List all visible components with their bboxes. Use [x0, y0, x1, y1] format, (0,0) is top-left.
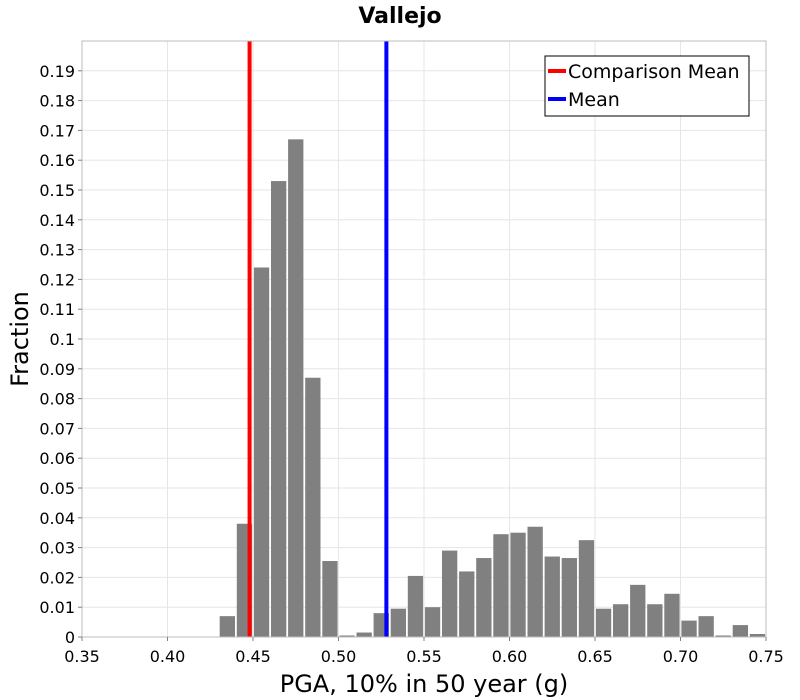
histogram-bar	[561, 558, 577, 637]
histogram-bar	[595, 608, 612, 637]
y-tick-label: 0.19	[39, 62, 75, 81]
histogram-bars	[219, 139, 766, 637]
histogram-bar	[459, 571, 475, 637]
x-axis-ticks: 0.35 0.40 0.45 0.50 0.55 0.60 0.65 0.70 0.75	[64, 637, 784, 666]
histogram-bar	[613, 604, 629, 637]
histogram-bar	[732, 625, 748, 637]
histogram-bar	[647, 604, 663, 637]
legend-box	[544, 55, 750, 117]
y-tick-label: 0.13	[39, 241, 75, 260]
histogram-bar	[390, 608, 406, 637]
y-tick-label: 0.04	[39, 509, 75, 528]
histogram-bar	[288, 139, 304, 637]
histogram-bar	[749, 634, 766, 637]
y-tick-label: 0.18	[39, 92, 75, 111]
histogram-bar	[544, 556, 560, 637]
histogram-bar	[407, 575, 424, 637]
y-tick-label: 0.16	[39, 151, 75, 170]
y-tick-label: 0.14	[39, 211, 75, 230]
histogram-bar	[271, 181, 287, 637]
x-tick-label: 0.45	[235, 647, 271, 666]
y-tick-label: 0.12	[39, 270, 75, 289]
y-tick-label: 0.08	[39, 390, 75, 409]
legend: Comparison Mean Mean	[544, 55, 750, 117]
legend-label: Mean	[568, 89, 620, 111]
grid-lines	[81, 41, 767, 638]
histogram-bar	[322, 561, 338, 637]
histogram-bar	[356, 632, 372, 637]
x-tick-label: 0.60	[492, 647, 528, 666]
chart-title: Vallejo	[358, 4, 441, 29]
histogram-bar	[664, 593, 680, 637]
y-tick-label: 0.06	[39, 449, 75, 468]
y-axis-ticks: 0 0.01 0.02 0.03 0.04 0.05 0.06 0.07 0.08 0.09 0.1…	[39, 62, 82, 647]
histogram-bar	[681, 620, 697, 637]
histogram-bar	[510, 532, 526, 637]
x-tick-label: 0.35	[64, 647, 100, 666]
y-tick-label: 0.02	[39, 568, 75, 587]
histogram-bar	[527, 526, 543, 637]
y-axis-label: Fraction	[6, 291, 34, 387]
x-tick-label: 0.75	[748, 647, 784, 666]
histogram-bar	[476, 558, 492, 637]
x-axis-label: PGA, 10% in 50 year (g)	[280, 670, 569, 698]
y-tick-label: 0	[65, 628, 75, 647]
y-tick-label: 0.17	[39, 121, 75, 140]
x-tick-label: 0.55	[406, 647, 442, 666]
histogram-bar	[715, 635, 731, 637]
y-tick-label: 0.15	[39, 181, 75, 200]
y-tick-label: 0.09	[39, 360, 75, 379]
histogram-bar	[442, 550, 458, 637]
y-tick-label: 0.05	[39, 479, 75, 498]
legend-label: Comparison Mean	[568, 61, 740, 83]
histogram-bar	[253, 267, 270, 637]
x-tick-label: 0.50	[321, 647, 357, 666]
y-tick-label: 0.01	[39, 598, 75, 617]
y-tick-label: 0.03	[39, 539, 75, 558]
histogram-bar	[630, 584, 646, 637]
x-tick-label: 0.40	[150, 647, 186, 666]
y-tick-label: 0.07	[39, 419, 75, 438]
histogram-bar	[698, 616, 714, 637]
histogram-bar	[339, 635, 355, 637]
x-tick-label: 0.70	[663, 647, 699, 666]
histogram-bar	[424, 607, 441, 637]
y-tick-label: 0.11	[39, 300, 75, 319]
histogram-bar	[219, 616, 235, 637]
histogram-bar	[305, 377, 321, 637]
histogram-bar	[493, 534, 509, 637]
x-tick-label: 0.65	[577, 647, 613, 666]
histogram-bar	[578, 540, 595, 637]
y-tick-label: 0.1	[50, 330, 75, 349]
reference-lines	[247, 41, 389, 637]
